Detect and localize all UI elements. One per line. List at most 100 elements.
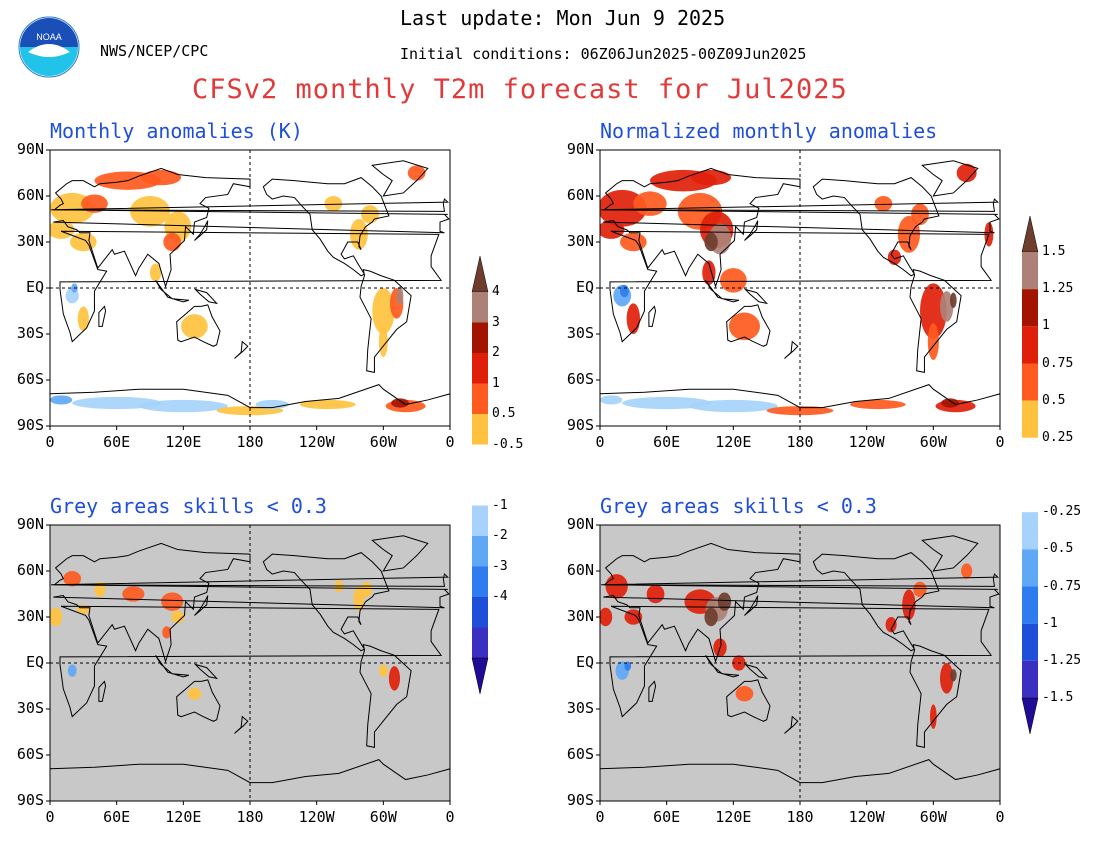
coastline-africa xyxy=(59,230,443,343)
coastline-uk xyxy=(51,573,450,587)
colorbar-left-label-4: 0.5 xyxy=(492,406,516,421)
anomaly-patch xyxy=(162,626,172,639)
coastline-eurasia xyxy=(53,542,450,664)
anomaly-patch xyxy=(163,232,182,252)
colorbar-left-label-3: 1 xyxy=(492,375,500,391)
anomaly-patch xyxy=(850,399,906,410)
lon-label-1: 60E xyxy=(653,433,681,451)
anomaly-patch xyxy=(255,399,289,410)
coastline-samerica xyxy=(359,268,412,373)
anomaly-patch xyxy=(161,592,184,611)
colorbar-right-label-10: -1.25 xyxy=(1042,652,1082,668)
lat-label-5: 60S xyxy=(16,370,44,388)
colorbar-right-label-1: 1.25 xyxy=(1042,281,1074,297)
coastline-japan xyxy=(744,220,759,241)
coastline-indonesia xyxy=(705,655,740,678)
lat-label-2: 30N xyxy=(16,607,44,625)
lon-label-6: 0 xyxy=(995,433,1005,451)
anomaly-patch xyxy=(122,586,145,602)
lat-label-6: 90S xyxy=(566,791,594,809)
lon-label-1: 60E xyxy=(103,808,131,826)
coastline-namerica xyxy=(812,177,940,277)
lon-label-0: 0 xyxy=(45,433,55,451)
colorbar-left-label-8: -3 xyxy=(492,558,508,574)
coastline-newguinea xyxy=(193,663,219,680)
lat-label-3: EQ xyxy=(575,278,594,296)
lat-label-1: 60N xyxy=(566,561,594,579)
coastline-africa xyxy=(59,605,443,718)
colorbar-box xyxy=(1022,437,1038,513)
coastline-japan xyxy=(194,220,209,241)
lon-label-2: 120E xyxy=(165,433,202,451)
coastline-newzealand xyxy=(234,340,249,359)
coastline-japan xyxy=(194,595,209,616)
colorbar-left-label-2: 2 xyxy=(492,345,500,360)
coastline-greenland xyxy=(371,160,429,197)
anomaly-patch xyxy=(941,398,959,408)
anomaly-patch xyxy=(150,263,162,282)
coastline-antarctica xyxy=(50,384,450,426)
lon-label-6: 0 xyxy=(445,808,455,826)
panel-title-skill-right: Grey areas skills < 0.3 xyxy=(600,494,877,518)
lon-label-3: 180 xyxy=(786,433,814,451)
anomaly-patch xyxy=(920,283,947,339)
anomaly-patch xyxy=(50,395,73,405)
colorbar-left xyxy=(471,255,489,695)
anomaly-patch xyxy=(874,196,893,212)
anomaly-patch xyxy=(77,306,89,331)
anomaly-patch xyxy=(956,163,977,183)
lat-label-4: 30S xyxy=(16,699,44,717)
coastline-uk xyxy=(51,198,450,212)
coastline-madagascar xyxy=(98,680,107,702)
coastline-uk xyxy=(601,198,1000,212)
colorbar-box xyxy=(1022,252,1038,290)
panel-title-normalized: Normalized monthly anomalies xyxy=(600,119,938,143)
colorbar-box xyxy=(1022,326,1038,364)
lat-label-1: 60N xyxy=(566,186,594,204)
anomaly-patch xyxy=(396,286,404,305)
colorbar-box xyxy=(1022,289,1038,327)
anomaly-patch xyxy=(624,661,632,671)
colorbar-box xyxy=(472,597,488,628)
coastline-australia xyxy=(726,679,771,722)
colorbar-box xyxy=(472,444,488,506)
lon-label-1: 60E xyxy=(653,808,681,826)
lon-label-5: 60W xyxy=(919,808,947,826)
anomaly-patch xyxy=(885,617,897,633)
lat-label-0: 90N xyxy=(566,515,594,533)
page-title: CFSv2 monthly T2m forecast for Jul2025 xyxy=(192,74,848,105)
anomaly-patch xyxy=(141,169,182,186)
coastline-newzealand xyxy=(234,715,249,734)
lon-label-0: 0 xyxy=(595,808,605,826)
colorbar-box xyxy=(472,627,488,658)
coastline-africa xyxy=(609,605,993,718)
initial-conditions: Initial conditions: 06Z06Jun2025-00Z09Ju… xyxy=(400,45,807,63)
colorbar-box xyxy=(1022,512,1038,550)
anomaly-patch xyxy=(626,303,640,334)
anomaly-patch xyxy=(940,291,954,322)
coastline-namerica xyxy=(262,552,390,652)
lat-label-0: 90N xyxy=(16,140,44,158)
colorbar-bottom-arrow xyxy=(1021,697,1039,735)
colorbar-box xyxy=(472,322,488,353)
noaa-logo-icon: NOAA xyxy=(18,16,80,78)
anomaly-patch xyxy=(717,592,732,611)
colorbar-right-label-8: -0.75 xyxy=(1042,578,1082,594)
lon-label-3: 180 xyxy=(786,808,814,826)
anomaly-patch xyxy=(171,610,185,624)
map-panel-skill-right xyxy=(596,524,1001,805)
anomaly-patch xyxy=(911,203,929,226)
map-panel-anomalies xyxy=(46,149,451,430)
lat-label-5: 60S xyxy=(566,745,594,763)
anomaly-patch xyxy=(930,704,937,729)
anomaly-patch xyxy=(600,395,623,405)
anomaly-patch xyxy=(728,312,760,341)
lon-label-0: 0 xyxy=(45,808,55,826)
coastline-namerica xyxy=(812,552,940,652)
colorbar-right-label-2: 1 xyxy=(1042,318,1050,334)
colorbar-box xyxy=(472,566,488,597)
colorbar-bottom-arrow xyxy=(471,657,489,695)
anomaly-patch xyxy=(50,607,63,627)
anomaly-patch xyxy=(361,205,379,224)
anomaly-patch xyxy=(600,607,613,627)
